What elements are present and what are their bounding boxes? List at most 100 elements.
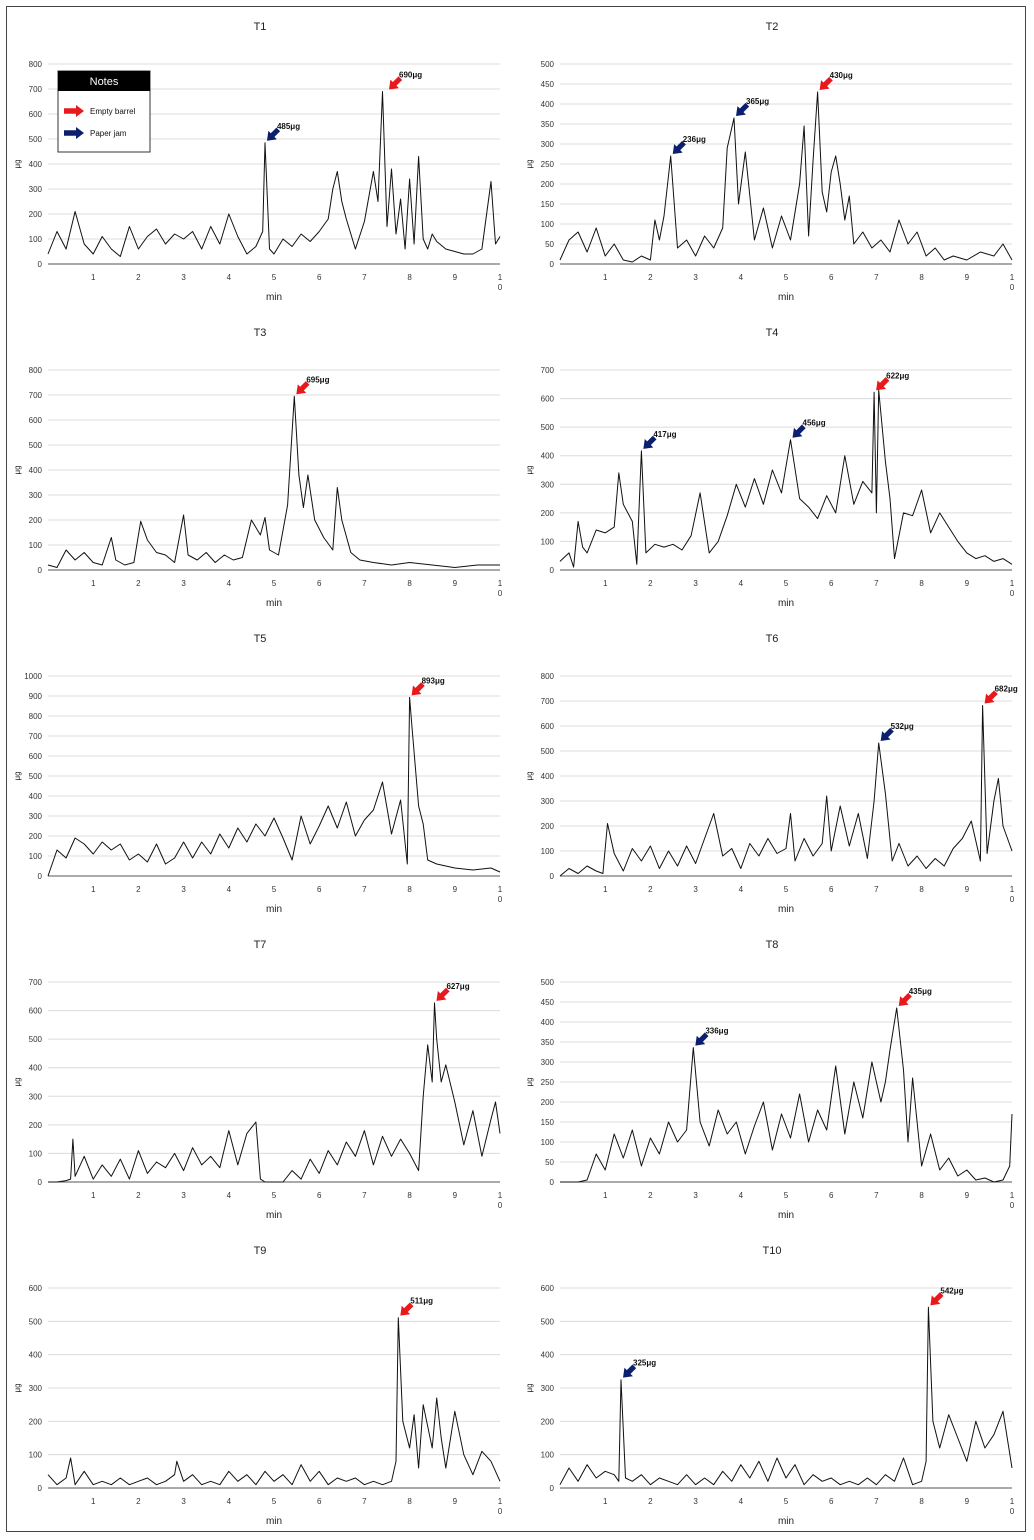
paper-jam-arrow-icon bbox=[623, 1364, 637, 1378]
x-tick-label: 5 bbox=[272, 579, 277, 588]
x-tick-label: 2 bbox=[136, 1191, 141, 1200]
paper-jam-arrow-icon bbox=[880, 727, 894, 741]
y-tick-label: 0 bbox=[38, 872, 43, 881]
legend-label: Paper jam bbox=[90, 129, 127, 138]
x-tick-label: 4 bbox=[739, 885, 744, 894]
x-tick-label: 1 bbox=[603, 579, 608, 588]
empty-barrel-legend-icon bbox=[64, 105, 84, 117]
figure-frame bbox=[6, 6, 1026, 1532]
y-tick-label: 400 bbox=[29, 1351, 43, 1360]
peak-label: 236μg bbox=[683, 135, 706, 144]
empty-barrel-arrow-icon bbox=[411, 682, 425, 696]
x-tick-label: 8 bbox=[407, 1497, 412, 1506]
y-tick-label: 50 bbox=[545, 240, 554, 249]
y-tick-label: 200 bbox=[541, 180, 555, 189]
y-tick-label: 150 bbox=[541, 200, 555, 209]
x-tick-label: 8 bbox=[407, 885, 412, 894]
y-tick-label: 0 bbox=[38, 1484, 43, 1493]
x-tick-label: 4 bbox=[227, 885, 232, 894]
x-tick-label: 6 bbox=[829, 885, 834, 894]
y-tick-label: 100 bbox=[29, 1451, 43, 1460]
y-tick-label: 600 bbox=[29, 1284, 43, 1293]
x-tick-label: 9 bbox=[453, 885, 458, 894]
y-tick-label: 100 bbox=[541, 1451, 555, 1460]
y-tick-label: 700 bbox=[29, 85, 43, 94]
x-tick-label: 7 bbox=[874, 273, 879, 282]
x-axis-label: min bbox=[778, 292, 794, 302]
x-tick-label: 2 bbox=[136, 885, 141, 894]
y-tick-label: 150 bbox=[541, 1118, 555, 1127]
y-tick-label: 1000 bbox=[24, 672, 42, 681]
y-tick-label: 800 bbox=[29, 60, 43, 69]
x-tick-label: 4 bbox=[739, 579, 744, 588]
series-line bbox=[559, 1306, 1013, 1486]
x-tick-label: 5 bbox=[784, 1191, 789, 1200]
x-tick-label: 3 bbox=[693, 273, 698, 282]
y-tick-label: 700 bbox=[29, 391, 43, 400]
x-tick-label: 6 bbox=[317, 579, 322, 588]
empty-barrel-arrow-icon bbox=[930, 1292, 944, 1306]
y-tick-label: 500 bbox=[29, 1317, 43, 1326]
y-tick-label: 450 bbox=[541, 80, 555, 89]
x-tick-label: 1 bbox=[91, 885, 96, 894]
y-tick-label: 400 bbox=[541, 1351, 555, 1360]
x-tick-label: 9 bbox=[453, 579, 458, 588]
peak-label: 435μg bbox=[909, 987, 932, 996]
x-tick-label: 6 bbox=[829, 1191, 834, 1200]
y-axis-label: μg bbox=[13, 1383, 22, 1392]
chart-t10: T10 0 100 200 300 400 500 600 1 2 3 4 5 6 7 8 9 1 0 min μg 32… bbox=[525, 1245, 1015, 1526]
x-axis-label: min bbox=[266, 1516, 282, 1526]
x-tick-label: 5 bbox=[272, 1191, 277, 1200]
x-tick-label: 7 bbox=[874, 885, 879, 894]
peak-label: 485μg bbox=[277, 122, 300, 131]
series-line bbox=[47, 91, 501, 257]
y-tick-label: 350 bbox=[541, 120, 555, 129]
y-tick-label: 700 bbox=[29, 732, 43, 741]
peak-label: 365μg bbox=[746, 97, 769, 106]
x-tick-label: 3 bbox=[693, 1497, 698, 1506]
paper-jam-arrow-icon bbox=[266, 127, 281, 141]
x-tick-label: 1 bbox=[603, 1191, 608, 1200]
empty-barrel-arrow-icon bbox=[984, 690, 998, 704]
x-tick-label: 1 bbox=[91, 1497, 96, 1506]
y-tick-label: 200 bbox=[541, 509, 555, 518]
x-tick-label: 7 bbox=[362, 885, 367, 894]
peak-label: 542μg bbox=[940, 1286, 963, 1295]
x-tick-label: 5 bbox=[784, 1497, 789, 1506]
series-line bbox=[559, 91, 1013, 263]
x-tick-label: 3 bbox=[181, 1191, 186, 1200]
x-tick-label: 5 bbox=[784, 579, 789, 588]
x-tick-label: 2 bbox=[648, 579, 653, 588]
x-tick-label: 6 bbox=[829, 273, 834, 282]
y-tick-label: 0 bbox=[550, 260, 555, 269]
paper-jam-legend-icon bbox=[64, 127, 84, 139]
x-tick-label: 3 bbox=[181, 885, 186, 894]
x-axis-label: min bbox=[266, 1210, 282, 1220]
x-axis-label: min bbox=[778, 904, 794, 914]
y-tick-label: 900 bbox=[29, 692, 43, 701]
series-line bbox=[559, 389, 1013, 568]
y-axis-label: μg bbox=[13, 771, 22, 780]
y-tick-label: 450 bbox=[541, 998, 555, 1007]
x-tick-label: 8 bbox=[919, 579, 924, 588]
y-tick-label: 300 bbox=[541, 797, 555, 806]
x-tick-label: 6 bbox=[317, 273, 322, 282]
y-axis-label: μg bbox=[13, 465, 22, 474]
x-tick-label: 9 bbox=[965, 273, 970, 282]
y-tick-label: 800 bbox=[541, 672, 555, 681]
chart-t7: T7 0 100 200 300 400 500 600 700 1 2 3 4 5 6 7 8 9 1 0 min μg… bbox=[13, 939, 503, 1220]
y-tick-label: 0 bbox=[550, 1484, 555, 1493]
chart-title: T1 bbox=[254, 21, 267, 33]
empty-barrel-arrow-icon bbox=[898, 992, 912, 1006]
notes-title: Notes bbox=[90, 76, 119, 88]
series-line bbox=[47, 395, 500, 568]
y-tick-label: 0 bbox=[38, 260, 43, 269]
peak-label: 695μg bbox=[306, 375, 329, 384]
chart-t1: T1 0 100 200 300 400 500 600 700 800 1 2 3 4 5 6 7 8 9 1 0 mi… bbox=[13, 21, 503, 302]
y-tick-label: 600 bbox=[29, 416, 43, 425]
x-tick-label: 6 bbox=[829, 579, 834, 588]
y-tick-label: 600 bbox=[541, 395, 555, 404]
